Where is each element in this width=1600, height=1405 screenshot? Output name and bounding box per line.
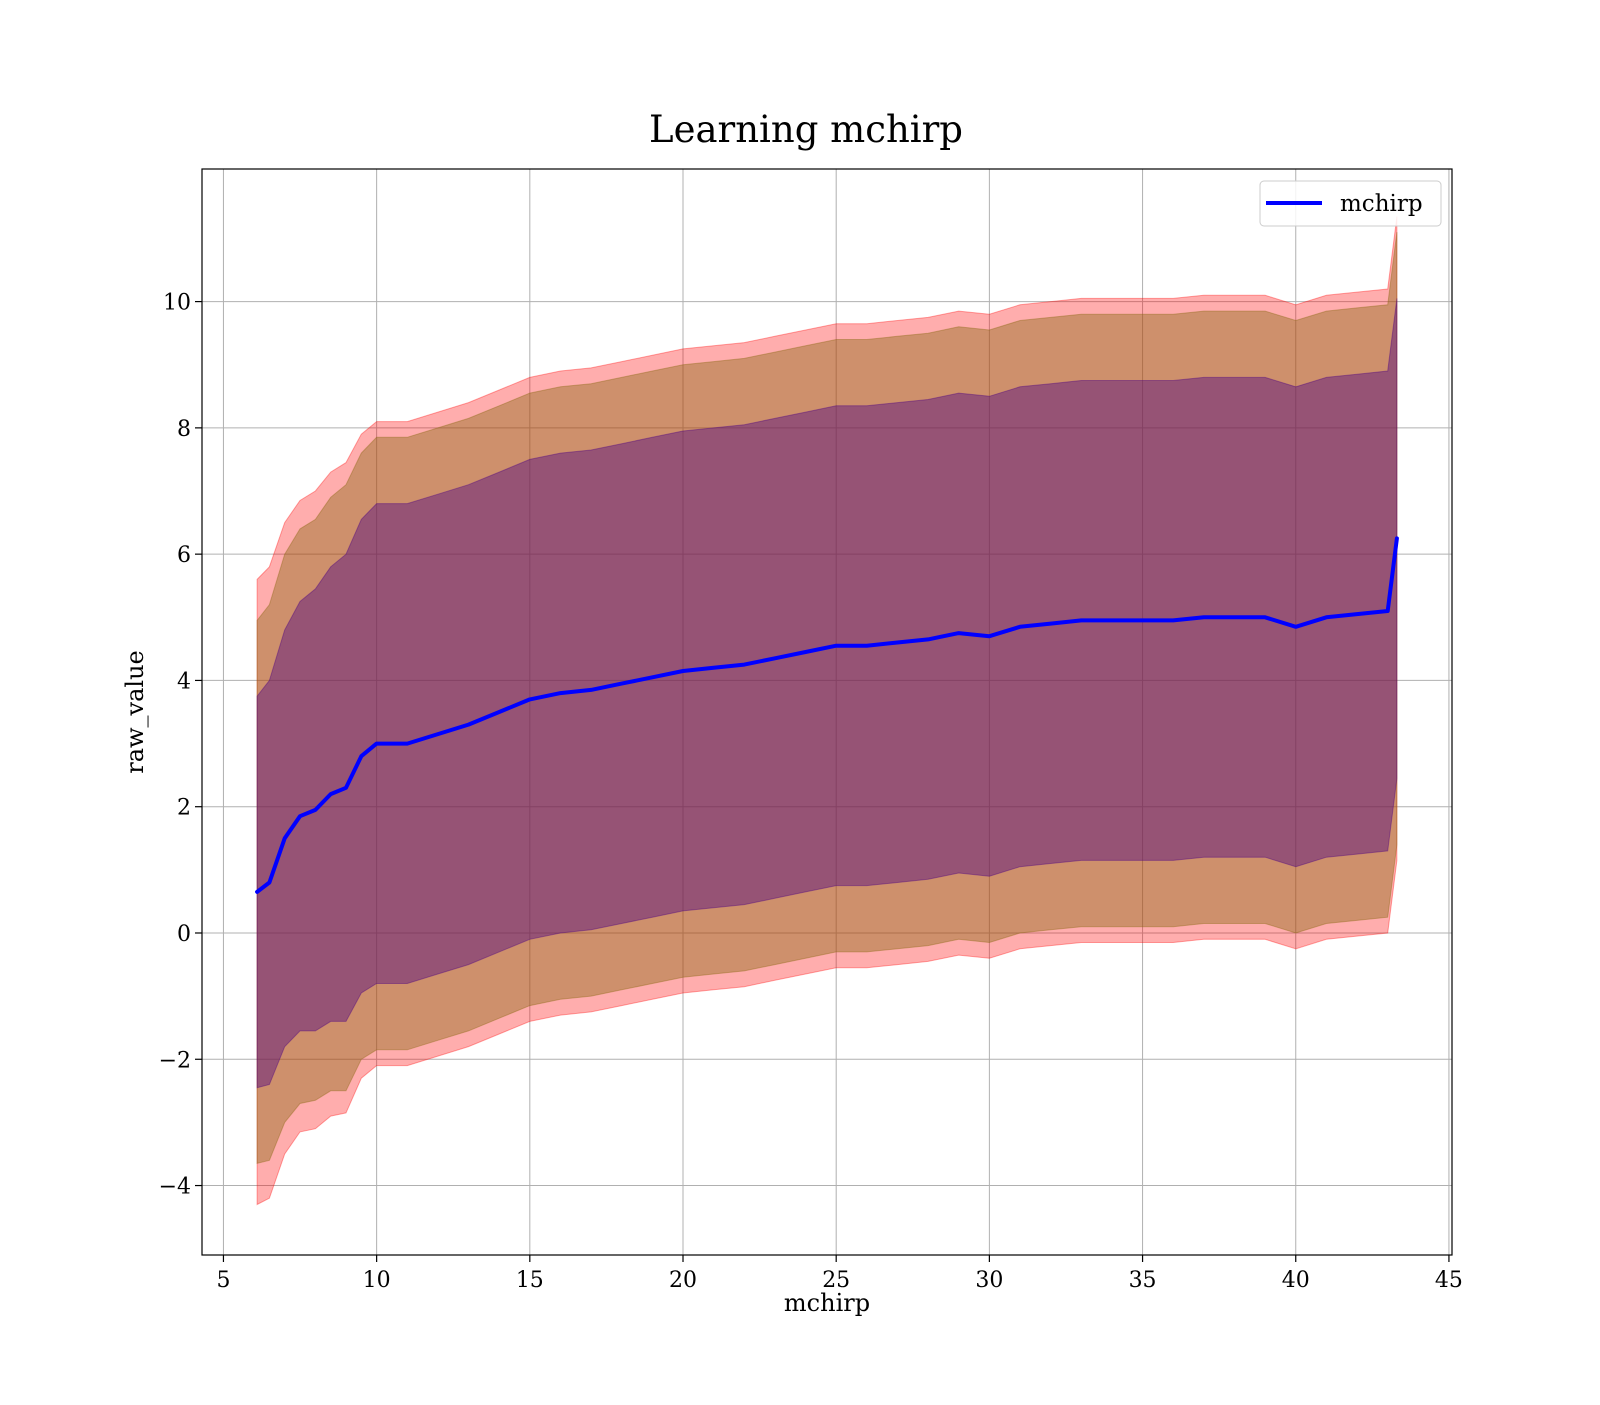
x-tick-label: 5 bbox=[216, 1268, 230, 1293]
x-tick-label: 45 bbox=[1435, 1268, 1463, 1293]
y-tick-label: 10 bbox=[163, 291, 191, 316]
band-1-sigma bbox=[256, 298, 1398, 1089]
x-tick-label: 20 bbox=[669, 1268, 697, 1293]
x-tick-label: 15 bbox=[516, 1268, 544, 1293]
x-tick-label: 40 bbox=[1282, 1268, 1310, 1293]
y-tick-label: −2 bbox=[159, 1048, 191, 1073]
x-tick-label: 10 bbox=[363, 1268, 391, 1293]
y-tick-label: −4 bbox=[159, 1175, 191, 1200]
x-axis-label: mchirp bbox=[784, 1289, 870, 1317]
y-tick-label: 4 bbox=[177, 669, 191, 694]
y-tick-label: 6 bbox=[177, 543, 191, 568]
y-tick-label: 2 bbox=[177, 796, 191, 821]
series-line bbox=[255, 536, 1399, 894]
legend: mchirp bbox=[1259, 180, 1442, 227]
confidence-bands bbox=[256, 216, 1398, 1206]
band-2-sigma bbox=[256, 232, 1398, 1165]
x-tick-label: 25 bbox=[822, 1268, 850, 1293]
y-tick-label: 0 bbox=[177, 922, 191, 947]
x-tick-label: 30 bbox=[975, 1268, 1003, 1293]
x-tick-label: 35 bbox=[1129, 1268, 1157, 1293]
legend-box bbox=[1259, 180, 1442, 227]
y-tick-label: 8 bbox=[177, 417, 191, 442]
grid bbox=[202, 169, 1452, 1255]
legend-label: mchirp bbox=[1340, 191, 1423, 217]
chart-title: Learning mchirp bbox=[649, 108, 963, 151]
series-lines bbox=[255, 536, 1399, 894]
y-axis-label: raw_value bbox=[121, 650, 149, 774]
axis-ticks: 5 10 15 20 25 30 35 40 45 −4 −2 0 2 4 6 8 10 bbox=[159, 291, 1463, 1293]
band-3-sigma bbox=[256, 216, 1398, 1206]
plot-frame bbox=[201, 168, 1453, 1256]
